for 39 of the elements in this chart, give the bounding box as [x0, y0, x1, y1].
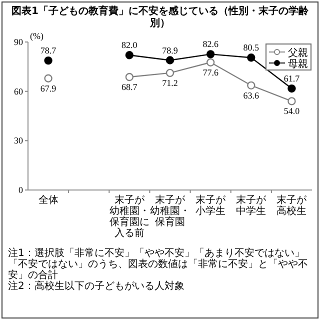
ylabel: (%)	[30, 31, 44, 41]
data-label: 71.2	[162, 78, 178, 88]
annotation: 注2：高校生以下の子どもがいる人対象	[8, 281, 184, 292]
xtick: 中学生	[236, 206, 266, 217]
title: 別）	[150, 18, 170, 29]
data-label: 77.6	[202, 67, 218, 78]
xtick: 保育園	[155, 217, 185, 228]
data-label: 68.7	[122, 82, 138, 92]
data-label: 82.0	[122, 40, 138, 50]
xtick: 高校生	[276, 206, 307, 217]
data-label: 80.5	[243, 42, 260, 53]
xtick: 末子が	[114, 195, 144, 206]
xtick: 幼稚園・	[150, 206, 190, 217]
ytick: 30	[14, 136, 23, 146]
data-label: 67.9	[40, 83, 56, 94]
xtick: 入る前	[114, 228, 144, 239]
xtick: 保育園に	[109, 217, 150, 228]
ytick: 90	[14, 37, 23, 47]
xtick: 末子が	[196, 195, 226, 206]
legend-label: 父親	[288, 48, 308, 59]
data-label: 63.6	[243, 90, 260, 100]
data-label: 61.7	[284, 74, 300, 84]
data-label: 54.0	[284, 106, 300, 116]
xtick: 末子が	[155, 195, 185, 206]
xtick: 末子が	[236, 195, 266, 206]
xtick: 小学生	[196, 206, 226, 217]
data-label: 82.6	[202, 39, 218, 50]
xtick: 全体	[38, 195, 58, 206]
annotation: 「不安ではない」のうち、図表の数値は「非常に不安」と「やや不	[8, 259, 308, 270]
data-label: 78.7	[40, 46, 56, 56]
legend-label: 母親	[288, 59, 308, 70]
ytick: 0	[18, 185, 23, 195]
annotation: 安」の合計	[8, 270, 58, 281]
xtick: 末子が	[276, 195, 307, 206]
data-label: 78.9	[162, 45, 178, 56]
title: 図表1「子どもの教育費」に不安を感じている（性別・末子の学齢	[12, 6, 308, 17]
ytick: 60	[14, 86, 23, 96]
xtick: 幼稚園・	[109, 206, 150, 217]
annotation: 注1：選択肢「非常に不安」「やや不安」「あまり不安ではない」	[8, 248, 304, 259]
